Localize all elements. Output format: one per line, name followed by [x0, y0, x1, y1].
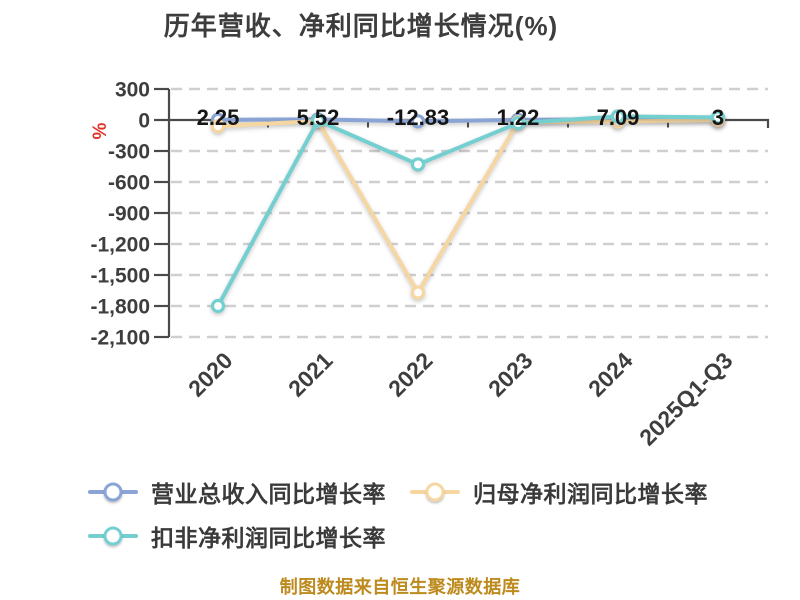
data-point — [310, 113, 326, 128]
data-point — [710, 110, 726, 125]
y-tick-label: -1,500 — [90, 265, 150, 288]
x-tick-label: 2022 — [383, 347, 438, 402]
x-tick-label: 2020 — [183, 347, 238, 402]
data-point-label: 2.25 — [197, 105, 240, 130]
data-point-label: 1.22 — [497, 105, 540, 130]
legend-marker-icon — [103, 526, 123, 546]
series-line — [216, 114, 720, 308]
y-tick-label: -1,200 — [90, 234, 150, 257]
series-line — [216, 118, 720, 295]
y-tick-label: 300 — [115, 79, 150, 102]
data-point — [410, 114, 426, 129]
x-tick-label: 2021 — [283, 347, 338, 402]
y-tick-label: -900 — [108, 203, 150, 226]
data-source-note: 制图数据来自恒生聚源数据库 — [279, 577, 521, 597]
legend-item-net-profit-growth: 归母净利润同比增长率 — [410, 478, 708, 507]
y-tick-label: -300 — [108, 141, 150, 164]
legend-line-sample — [88, 482, 138, 502]
x-tick-label: 2023 — [483, 347, 538, 402]
series-2 — [210, 109, 726, 314]
x-tick-label: 2024 — [583, 347, 638, 402]
y-tick-label: -2,100 — [90, 327, 150, 350]
data-point — [210, 119, 226, 134]
legend-item-revenue-growth: 营业总收入同比增长率 — [88, 478, 386, 507]
legend-marker-icon — [103, 482, 123, 502]
legend-label: 归母净利润同比增长率 — [473, 481, 708, 507]
legend-label: 扣非净利润同比增长率 — [151, 525, 386, 551]
chart-title: 历年营收、净利同比增长情况(%) — [163, 11, 559, 41]
x-tick-label: 2025Q1-Q3 — [634, 347, 737, 450]
plot-area: 300 0 -300 -600 -900 -1,200 -1,500 -1,800 -2,100… — [90, 79, 770, 451]
data-point — [410, 157, 426, 172]
data-point-label: 7.09 — [597, 105, 640, 130]
legend-label: 营业总收入同比增长率 — [151, 481, 386, 507]
data-point-label: 5.52 — [297, 105, 340, 130]
data-point-label: 3 — [712, 105, 724, 130]
y-tick-label: -600 — [108, 172, 150, 195]
legend-marker-icon — [425, 482, 445, 502]
legend-line-sample — [88, 526, 138, 546]
legend-line-sample — [410, 482, 460, 502]
data-point — [410, 285, 426, 300]
y-tick-label: 0 — [138, 110, 150, 133]
legend-item-deducted-net-profit-growth: 扣非净利润同比增长率 — [88, 522, 386, 551]
data-point — [610, 109, 626, 124]
y-tick-label: -1,800 — [90, 296, 150, 319]
data-point — [210, 298, 226, 314]
data-point — [510, 115, 526, 131]
data-point-label: -12.83 — [387, 105, 449, 130]
